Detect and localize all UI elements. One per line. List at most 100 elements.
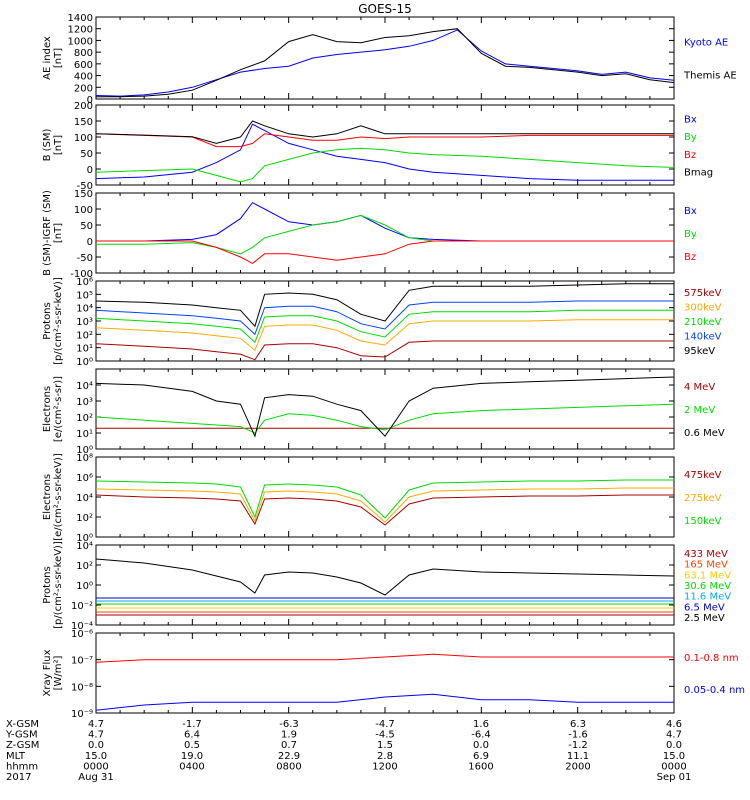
y-tick-label: 10² <box>76 513 93 524</box>
y-tick-label: 10⁰ <box>76 445 93 456</box>
orbit-row-z-gsm: Z-GSM 0.0 0.5 0.7 1.5 0.0 -1.2 0.0 <box>6 740 682 751</box>
legend-0-1-0-8-nm: 0.1-0.8 nm <box>684 653 739 664</box>
series-line-2-mev <box>95 403 675 434</box>
orbit-value: 1.9 <box>281 730 297 741</box>
legend-themis-ae: Themis AE <box>683 70 737 81</box>
legend-2-mev: 2 MeV <box>684 405 715 416</box>
y-tick-label: 10² <box>76 413 93 424</box>
orbit-row-label: hhmm <box>6 761 38 772</box>
orbit-value: 4.6 <box>666 719 682 730</box>
y-axis-label-line: [e/(cm²-s-sr-keV)] <box>53 453 64 541</box>
date-row: 2017 Aug 31 Sep 01 <box>6 772 691 783</box>
y-axis-label-line: B (SM) <box>42 128 53 161</box>
series-line-300kev <box>95 319 674 352</box>
panel-4: 10⁰ 10¹ 10² 10³ 10⁴ Electrons[e/(cm²-s-sr)] 4 … <box>42 368 725 456</box>
y-tick-label: 100 <box>74 133 93 144</box>
series-line-0-6-mev <box>95 376 675 438</box>
series-line-2-5-mev <box>95 558 675 596</box>
orbit-value: -4.7 <box>375 719 395 730</box>
series-line-210kev <box>95 309 674 344</box>
y-axis-label-line: Protons <box>42 302 53 339</box>
panel-frame <box>95 368 675 450</box>
y-axis-label: Protons[p/(cm²-s-sr-keV)] <box>42 277 64 365</box>
orbit-row-label: Z-GSM <box>6 740 39 751</box>
legend-4-mev: 4 MeV <box>684 382 715 393</box>
orbit-row-label: MLT <box>6 751 26 762</box>
y-axis-label-line: B (SM)-IGRF (SM) <box>42 190 53 276</box>
y-axis-label-line: [p/(cm²-s-sr-keV)] <box>53 277 64 365</box>
panel-2: -100 -50 0 50 100 150 B (SM)-IGRF (SM)[nT] Bx By… <box>42 189 697 280</box>
y-tick-label: 10⁸ <box>76 453 93 464</box>
y-tick-label: 10⁰ <box>76 581 93 592</box>
legend-475kev: 475keV <box>684 470 722 481</box>
y-tick-label: 10⁻⁹ <box>71 709 93 720</box>
series-line-bmag <box>95 120 674 144</box>
orbit-value: 22.9 <box>278 751 300 762</box>
y-tick-label: 50 <box>80 149 93 160</box>
y-tick-label: 0 <box>87 237 93 248</box>
orbit-value: 6.9 <box>473 751 489 762</box>
orbit-value: 0.0 <box>666 740 682 751</box>
orbit-value: 0400 <box>179 761 204 772</box>
panel-frame <box>95 544 675 626</box>
y-tick-label: 50 <box>80 221 93 232</box>
y-axis-label-line: Xray Flux <box>42 649 53 696</box>
orbit-value: 15.0 <box>663 751 685 762</box>
orbit-table: X-GSM 4.7 -1.7 -6.3 -4.7 1.6 6.3 4.6 Y-GSM 4.7 6.4… <box>5 719 691 783</box>
y-tick-label: 1400 <box>68 13 93 24</box>
series-line-themis-ae <box>96 28 675 98</box>
y-tick-label: 10³ <box>76 317 93 328</box>
orbit-value: 1.6 <box>473 719 489 730</box>
orbit-value: 11.1 <box>567 751 589 762</box>
orbit-value: 6.4 <box>184 730 200 741</box>
legend-0-05-0-4-nm: 0.05-0.4 nm <box>684 685 745 696</box>
y-axis-label-line: [p/(cm²-s-sr-keV)] <box>53 541 64 629</box>
y-tick-label: -100 <box>70 269 93 280</box>
y-axis-label-line: [nT] <box>53 223 64 243</box>
legend-140kev: 140keV <box>684 332 722 343</box>
orbit-row-mlt: MLT 15.0 19.0 22.9 2.8 6.9 11.1 15.0 <box>6 751 685 762</box>
y-axis-label-line: Protons <box>42 566 53 603</box>
y-axis-label-line: Electrons <box>42 474 53 520</box>
y-tick-label: 10² <box>76 330 93 341</box>
legend-300kev: 300keV <box>684 302 722 313</box>
y-axis-label-line: [nT] <box>53 48 64 68</box>
orbit-value: 0.5 <box>184 740 200 751</box>
orbit-value: 4.7 <box>88 730 104 741</box>
orbit-row-label: X-GSM <box>6 719 39 730</box>
y-tick-label: 800 <box>74 48 93 59</box>
legend-150kev: 150keV <box>684 516 722 527</box>
legend-575kev: 575keV <box>684 288 722 299</box>
date-year: 2017 <box>6 772 31 783</box>
y-tick-label: 10⁴ <box>76 304 93 315</box>
y-axis-label: B (SM)[nT] <box>42 128 64 161</box>
orbit-value: -1.2 <box>568 740 588 751</box>
y-axis-label-line: Electrons <box>42 386 53 432</box>
series-line-475kev <box>95 494 674 526</box>
orbit-row-x-gsm: X-GSM 4.7 -1.7 -6.3 -4.7 1.6 6.3 4.6 <box>6 719 682 730</box>
y-tick-label: 10¹ <box>76 429 93 440</box>
legend-2-5-mev: 2.5 MeV <box>684 613 725 624</box>
y-axis-label: Protons[p/(cm²-s-sr-keV)] <box>42 541 64 629</box>
legend-bz: Bz <box>684 150 696 161</box>
y-tick-label: 10⁻⁶ <box>71 629 93 640</box>
panel-frame <box>95 632 675 714</box>
orbit-value: -1.7 <box>182 719 202 730</box>
orbit-value: -6.3 <box>279 719 299 730</box>
orbit-value: 1.5 <box>377 740 393 751</box>
date-end: Sep 01 <box>657 772 692 783</box>
y-tick-label: 10² <box>76 561 93 572</box>
y-axis-label: B (SM)-IGRF (SM)[nT] <box>42 190 64 276</box>
series-line-by <box>96 214 674 255</box>
panel-3: 10⁰ 10¹ 10² 10³ 10⁴ 10⁵ 10⁶ Protons[p/(cm²-s-sr… <box>42 277 722 368</box>
y-tick-label: 200 <box>74 101 93 112</box>
orbit-value: 1200 <box>372 761 397 772</box>
y-tick-label: 10³ <box>76 397 93 408</box>
legend-6-5-mev: 6.5 MeV <box>684 602 725 613</box>
legend-433-mev: 433 MeV <box>684 549 728 560</box>
y-tick-label: 150 <box>74 189 93 200</box>
y-tick-label: 0 <box>87 95 93 106</box>
orbit-value: 0.0 <box>88 740 104 751</box>
legend-63-1-mev: 63.1 MeV <box>684 570 731 581</box>
